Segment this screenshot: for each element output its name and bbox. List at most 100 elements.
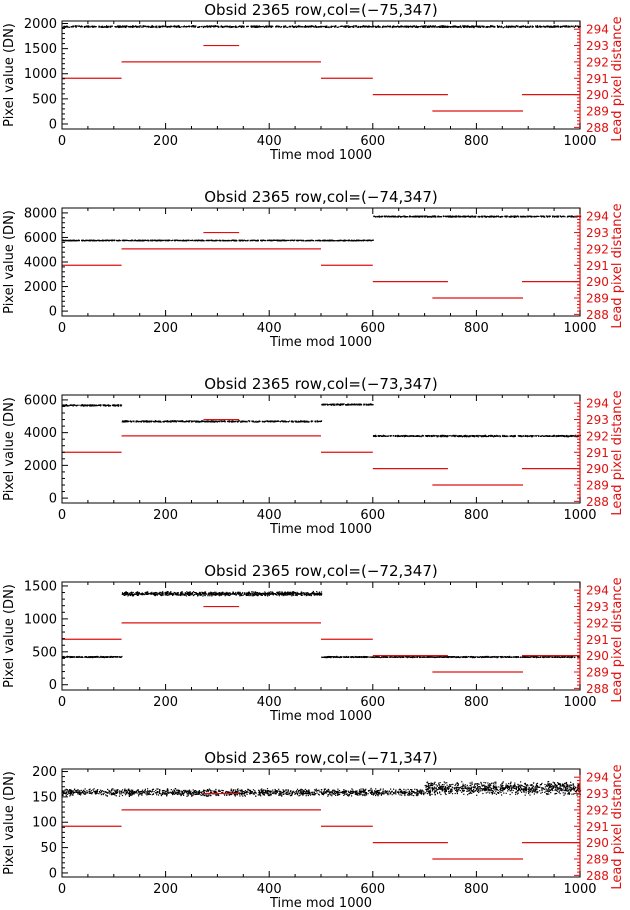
data-point (316, 420, 318, 422)
data-point (108, 240, 110, 242)
data-point (453, 26, 455, 28)
data-point (346, 26, 348, 28)
data-point (567, 26, 569, 28)
data-point (326, 240, 328, 242)
data-point (531, 435, 533, 437)
data-point (363, 404, 365, 406)
data-point (120, 26, 123, 28)
data-point (210, 25, 212, 27)
data-point (515, 25, 517, 27)
data-point (308, 593, 310, 595)
data-point (74, 25, 76, 27)
data-point (369, 26, 372, 28)
data-point (504, 435, 506, 437)
data-point (175, 25, 177, 28)
data-point (476, 25, 478, 27)
data-point (63, 656, 65, 658)
data-point (284, 240, 286, 242)
data-point (458, 216, 460, 218)
data-point (296, 420, 298, 422)
data-point (418, 26, 420, 28)
data-point (90, 239, 92, 241)
data-point (75, 25, 77, 27)
data-point (571, 215, 573, 217)
data-point (121, 239, 123, 242)
data-point (508, 216, 510, 218)
chart-panel-4: Obsid 2365 row,col=(−72,347)0 200 400 600 80… (2, 562, 625, 724)
data-point (565, 25, 567, 27)
data-point (323, 26, 325, 28)
data-point (300, 421, 302, 423)
data-point (94, 239, 96, 241)
data-point (553, 215, 555, 217)
data-point (577, 436, 579, 438)
data-point (355, 404, 357, 406)
data-point (276, 239, 278, 241)
data-point (207, 421, 209, 423)
data-point (391, 215, 393, 217)
data-point (532, 26, 534, 28)
data-point (232, 421, 234, 423)
y-tick-label: 500 (32, 92, 57, 107)
data-point (155, 25, 157, 27)
data-point (547, 435, 549, 437)
data-point (295, 593, 297, 595)
data-point (326, 25, 328, 27)
data-point (391, 26, 393, 28)
data-point (154, 421, 156, 423)
data-point (142, 26, 144, 28)
data-point (546, 26, 548, 28)
data-point (392, 25, 394, 27)
data-point (402, 25, 404, 28)
data-point (362, 25, 364, 27)
data-point (414, 25, 416, 27)
data-point (423, 25, 425, 27)
data-point (297, 25, 299, 27)
data-point (68, 656, 70, 658)
data-point (323, 404, 325, 406)
data-point (118, 405, 120, 407)
data-point (345, 25, 347, 27)
data-point (540, 26, 542, 28)
data-point (452, 26, 454, 28)
data-point (109, 239, 111, 241)
data-point (520, 435, 522, 438)
x-tick-label: 200 (153, 508, 178, 523)
data-point (247, 239, 249, 241)
data-point (342, 403, 344, 405)
data-point (146, 26, 148, 28)
data-point (469, 216, 471, 218)
data-point (427, 26, 429, 28)
data-point (428, 216, 430, 218)
data-point (339, 403, 342, 405)
data-point (467, 215, 470, 217)
data-point (144, 420, 146, 422)
data-point (167, 239, 169, 242)
data-point (488, 216, 490, 218)
data-point (572, 216, 574, 218)
data-point (65, 404, 67, 406)
data-point (465, 216, 467, 218)
data-point (416, 26, 418, 28)
data-point (299, 239, 301, 241)
data-point (124, 594, 126, 596)
data-point (499, 216, 501, 218)
data-point (484, 435, 486, 437)
data-point (219, 240, 221, 242)
data-point (251, 25, 253, 28)
data-point (88, 656, 90, 658)
data-point (80, 656, 82, 658)
data-point (441, 26, 443, 28)
data-point (104, 25, 106, 28)
data-point (540, 215, 542, 217)
data-point (67, 405, 69, 407)
data-point (441, 25, 443, 27)
data-point (486, 26, 488, 28)
data-point (483, 435, 485, 437)
data-point (170, 25, 172, 28)
y2-tick-label: 289 (586, 479, 609, 493)
data-point (350, 403, 352, 405)
data-point (520, 215, 522, 218)
data-point (336, 26, 338, 28)
data-point (353, 25, 355, 27)
